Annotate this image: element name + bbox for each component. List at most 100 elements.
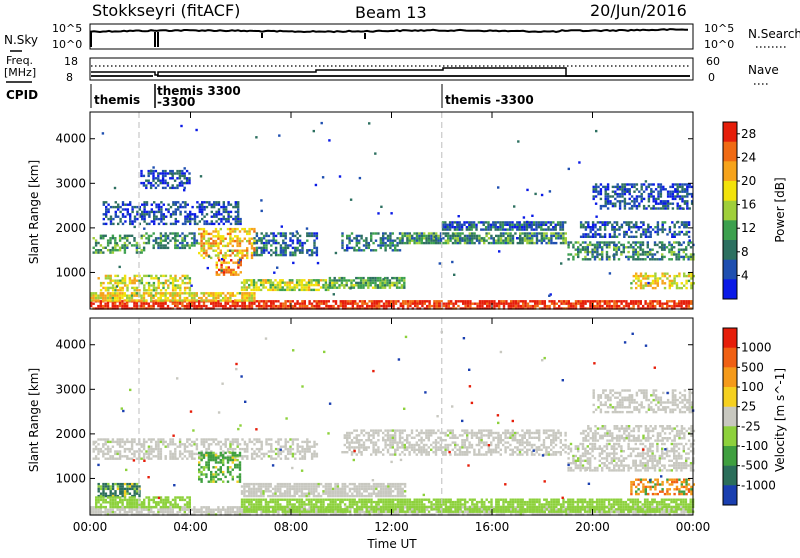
heatmap-cell (396, 279, 398, 281)
heatmap-cell (129, 282, 131, 284)
heatmap-cell (153, 240, 155, 242)
heatmap-cell (105, 277, 107, 279)
heatmap-cell (228, 271, 230, 273)
heatmap-cell (102, 299, 104, 301)
heatmap-cell (244, 297, 246, 299)
heatmap-cell (642, 275, 644, 277)
heatmap-cell (181, 240, 183, 242)
heatmap-cell (278, 134, 280, 136)
heatmap-cell (164, 180, 166, 182)
heatmap-cell (509, 235, 511, 237)
heatmap-cell (237, 266, 239, 268)
heatmap-cell (553, 235, 555, 237)
heatmap-cell (577, 241, 579, 243)
heatmap-cell (538, 232, 540, 234)
heatmap-cell (516, 228, 518, 230)
heatmap-cell (258, 300, 260, 302)
heatmap-cell (608, 241, 610, 243)
heatmap-cell (186, 299, 188, 301)
heatmap-cell (664, 273, 666, 275)
heatmap-cell (488, 300, 490, 302)
heatmap-cell (546, 305, 548, 307)
heatmap-cell (251, 295, 253, 297)
heatmap-cell (466, 226, 468, 228)
heatmap-cell (184, 287, 186, 289)
heatmap-cell (606, 253, 608, 255)
heatmap-cell (236, 254, 238, 256)
heatmap-cell (614, 198, 616, 200)
nsky-tick-right-bottom: 10^0 (704, 38, 734, 51)
heatmap-cell (526, 221, 528, 223)
heatmap-cell (167, 172, 169, 174)
heatmap-cell (158, 208, 160, 210)
heatmap-cell (160, 441, 162, 443)
heatmap-cell (403, 277, 405, 279)
heatmap-cell (676, 275, 678, 277)
heatmap-cell (660, 183, 662, 185)
heatmap-cell (174, 280, 176, 282)
heatmap-cell (203, 216, 205, 218)
freq-panel: Freq. [MHz] 18 8 60 0 Nave (4, 54, 779, 84)
heatmap-cell (366, 303, 368, 305)
heatmap-cell (310, 279, 312, 281)
heatmap-cell (606, 305, 608, 307)
heatmap-cell (200, 509, 202, 511)
heatmap-cell (330, 305, 332, 307)
heatmap-cell (282, 289, 284, 291)
heatmap-cell (688, 221, 690, 223)
heatmap-cell (421, 232, 423, 234)
heatmap-cell (160, 438, 162, 440)
date-label: 20/Jun/2016 (590, 1, 687, 20)
heatmap-cell (488, 242, 490, 244)
heatmap-cell (652, 275, 654, 277)
nsky-frame (90, 24, 693, 49)
heatmap-cell (401, 235, 403, 237)
heatmap-cell (179, 455, 181, 457)
heatmap-cell (160, 458, 162, 460)
heatmap-cell (199, 220, 201, 222)
heatmap-cell (428, 235, 430, 237)
heatmap-cell (399, 242, 401, 244)
heatmap-cell (210, 438, 212, 440)
heatmap-cell (685, 287, 687, 289)
heatmap-cell (174, 242, 176, 244)
heatmap-cell (152, 175, 154, 177)
heatmap-cell (150, 458, 152, 460)
heatmap-cell (200, 506, 202, 508)
heatmap-cell (296, 300, 298, 302)
heatmap-cell (241, 286, 243, 288)
heatmap-cell (635, 221, 637, 223)
heatmap-cell (334, 282, 336, 284)
heatmap-cell (215, 245, 217, 247)
heatmap-cell (394, 247, 396, 249)
heatmap-cell (640, 275, 642, 277)
heatmap-cell (661, 305, 663, 307)
heatmap-cell (386, 277, 388, 279)
heatmap-cell (580, 226, 582, 228)
heatmap-cell (356, 244, 358, 246)
heatmap-cell (639, 253, 641, 255)
heatmap-cell (498, 305, 500, 307)
heatmap-cell (677, 203, 679, 205)
heatmap-cell (141, 443, 143, 445)
heatmap-cell (315, 284, 317, 286)
heatmap-cell (516, 224, 518, 226)
heatmap-cell (521, 224, 523, 226)
heatmap-cell (148, 240, 150, 242)
heatmap-cell (129, 218, 131, 220)
heatmap-cell (174, 277, 176, 279)
heatmap-cell (167, 182, 169, 184)
heatmap-cell (428, 237, 430, 239)
heatmap-cell (191, 455, 193, 457)
heatmap-cell (536, 232, 538, 234)
heatmap-cell (218, 204, 220, 206)
heatmap-cell (232, 230, 234, 232)
heatmap-cell (184, 177, 186, 179)
heatmap-cell (690, 277, 692, 279)
heatmap-cell (282, 242, 284, 244)
heatmap-cell (253, 286, 255, 288)
heatmap-cell (184, 450, 186, 452)
heatmap-cell (289, 254, 291, 256)
heatmap-cell (104, 305, 106, 307)
heatmap-cell (280, 305, 282, 307)
